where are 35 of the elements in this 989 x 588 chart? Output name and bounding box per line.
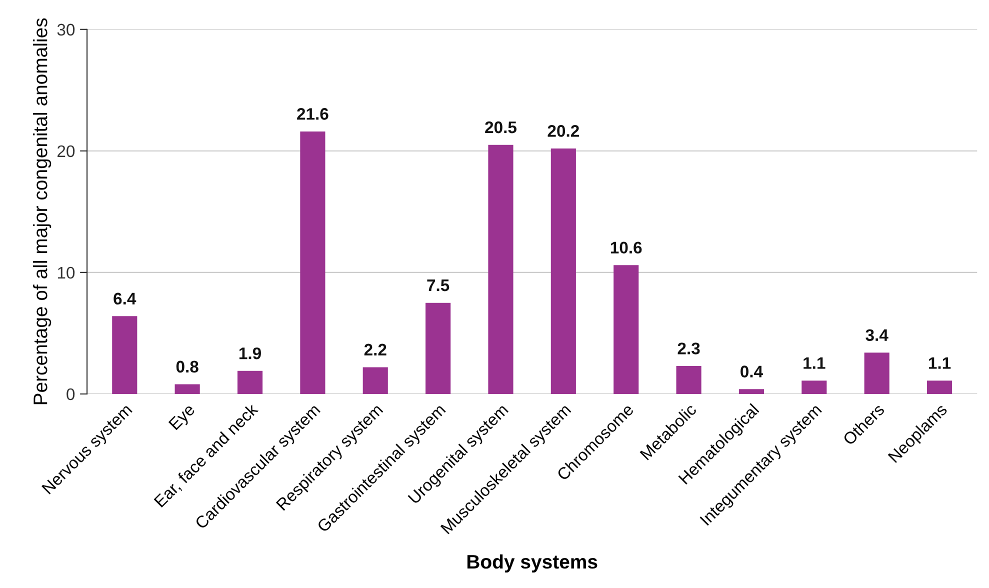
y-tick-label: 10 — [58, 266, 75, 279]
x-tick-label: Eye — [168, 403, 198, 433]
bar — [864, 352, 890, 394]
data-label: 20.5 — [485, 121, 516, 134]
y-tick-label: 0 — [66, 388, 75, 400]
bar — [738, 389, 764, 394]
data-label: 21.6 — [297, 108, 328, 120]
data-label: 10.6 — [610, 242, 642, 254]
data-label: 3.4 — [866, 329, 888, 342]
bar — [300, 131, 326, 394]
y-axis-title: Percentage of all major congenital anomalies — [33, 18, 52, 404]
bar — [550, 148, 576, 394]
data-label: 0.4 — [740, 366, 763, 378]
data-label: 1.9 — [239, 347, 261, 360]
y-tick-label: 20 — [58, 145, 75, 158]
bar — [614, 265, 639, 394]
data-label: 20.2 — [548, 125, 579, 137]
data-label: 6.4 — [114, 292, 136, 305]
bar — [112, 316, 138, 394]
bar — [426, 302, 451, 394]
data-label: 2.3 — [678, 342, 700, 354]
bar — [926, 380, 952, 394]
bar — [362, 367, 388, 394]
data-label: 7.5 — [427, 280, 450, 292]
data-label: 1.1 — [804, 357, 826, 369]
bar — [237, 370, 263, 394]
data-label: 0.8 — [176, 360, 198, 373]
y-tick-label: 30 — [57, 24, 75, 36]
x-axis-title: Body systems — [467, 554, 598, 573]
bar — [174, 384, 200, 394]
data-label: 2.2 — [364, 344, 386, 356]
bar — [676, 366, 702, 394]
bar — [802, 380, 827, 394]
data-label: 1.1 — [928, 357, 951, 369]
bar — [488, 144, 514, 394]
